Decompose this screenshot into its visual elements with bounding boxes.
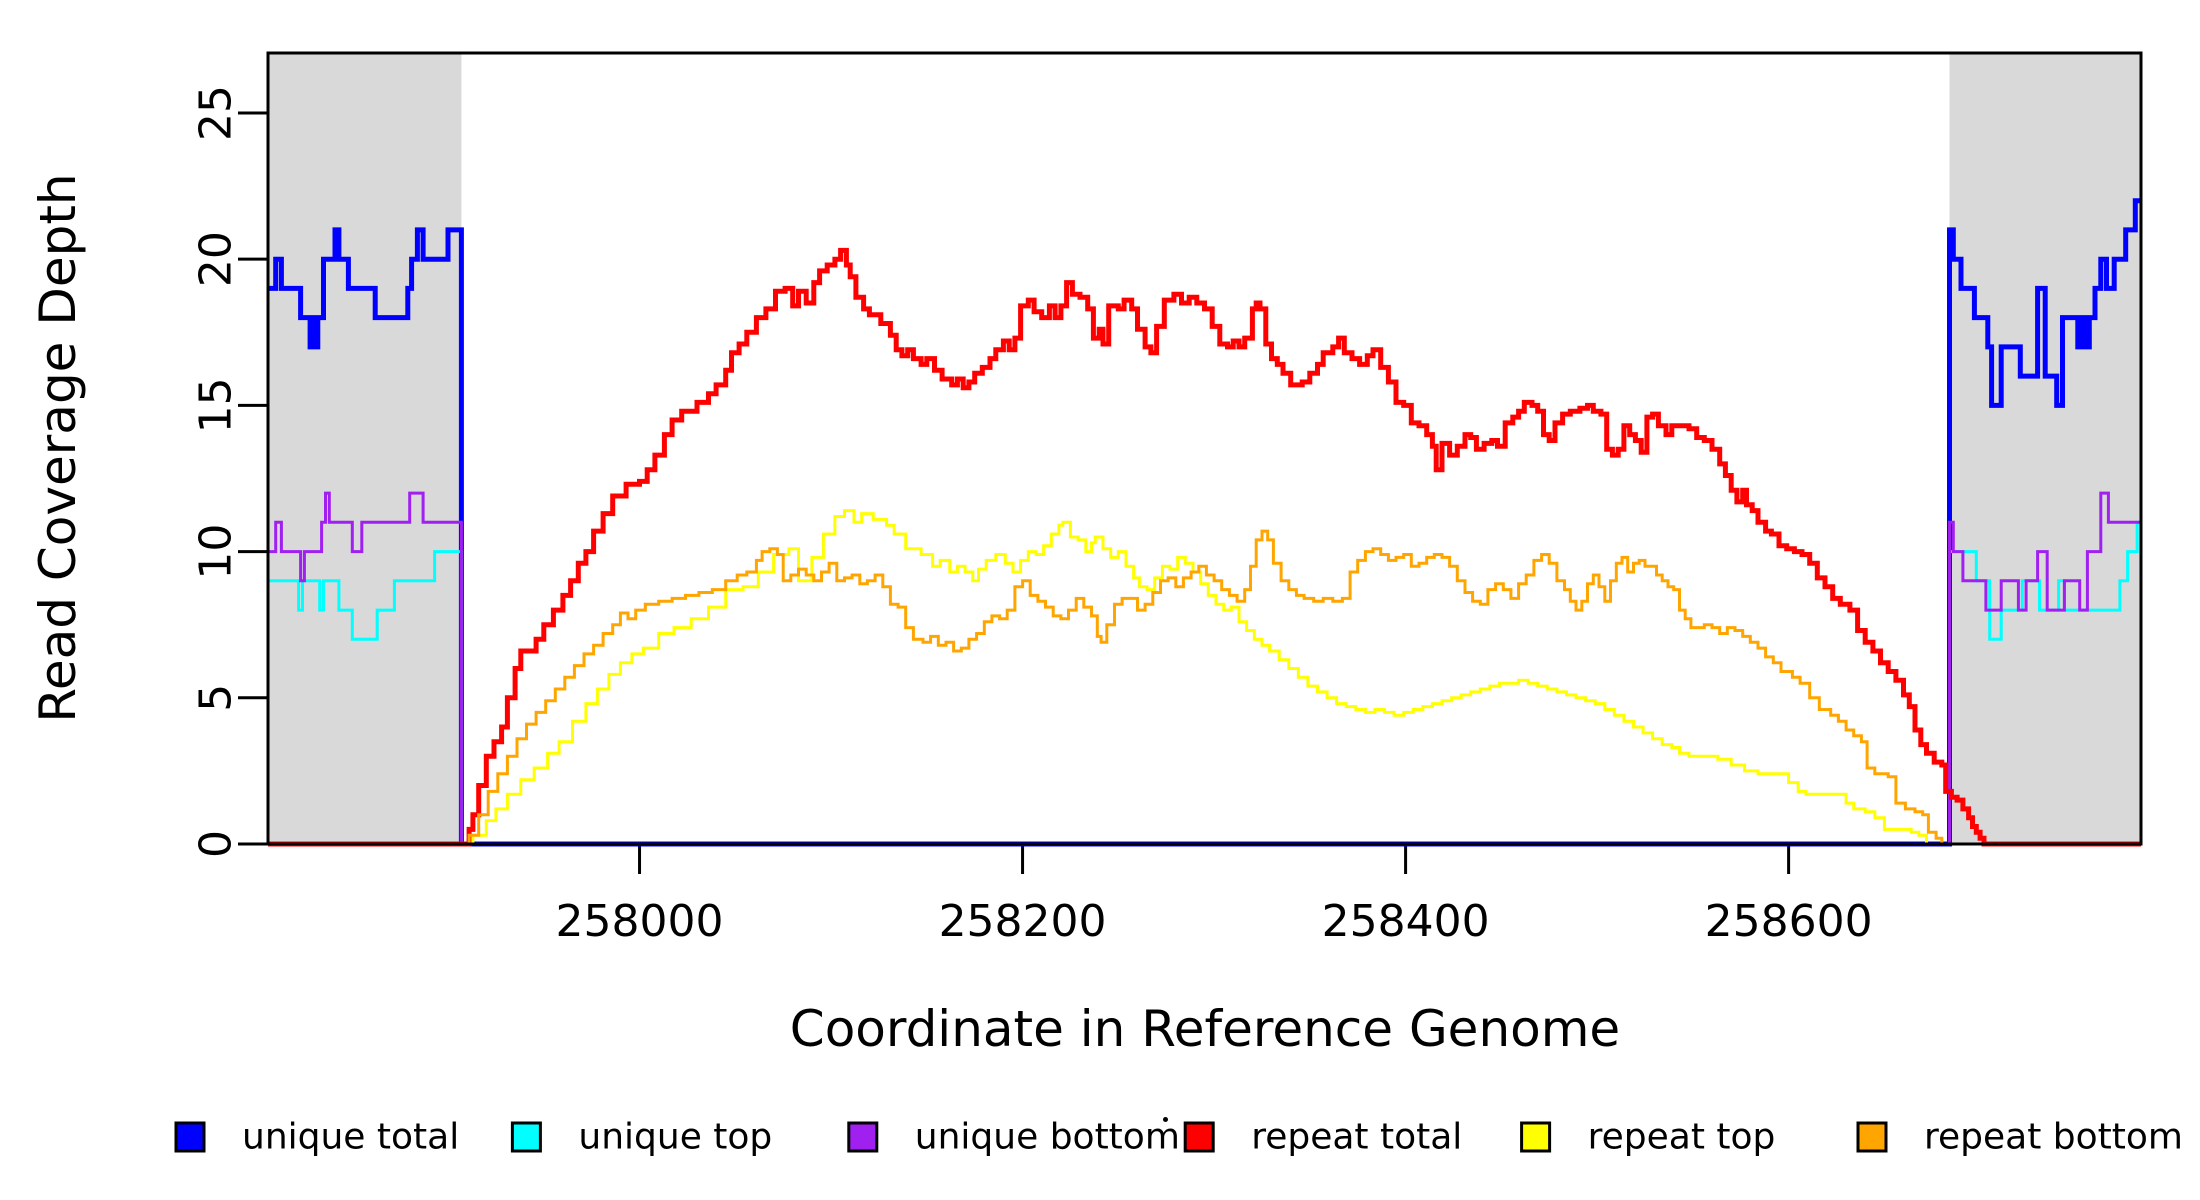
y-tick-label: 0 [191, 830, 242, 858]
x-tick-label: 258200 [939, 896, 1107, 947]
y-tick-label: 25 [191, 85, 242, 141]
data-series [268, 198, 2141, 847]
legend-label-unique-top: unique top [578, 1117, 772, 1158]
shaded-unique-regions [268, 53, 2141, 844]
legend-label-repeat-top: repeat top [1588, 1117, 1776, 1158]
plot-border [266, 51, 2143, 846]
legend-label-repeat-bottom: repeat bottom [1924, 1117, 2183, 1158]
legend-label-unique-total: unique total [242, 1117, 459, 1158]
series-unique-bottom-line [268, 491, 2141, 846]
shaded-region-1 [1949, 53, 2141, 844]
x-tick-label: 258600 [1705, 896, 1873, 947]
legend-swatch-unique-top [510, 1121, 542, 1153]
stray-dot-mark [1163, 1117, 1168, 1122]
shaded-region-0 [268, 53, 462, 844]
legend-swatch-repeat-bottom [1856, 1121, 1888, 1153]
legend-swatch-repeat-total [1183, 1121, 1215, 1153]
y-tick-label: 5 [191, 684, 242, 712]
y-tick-label: 20 [191, 231, 242, 287]
y-tick-label: 10 [191, 524, 242, 580]
legend-swatch-unique-bottom [847, 1121, 879, 1153]
y-tick-label: 15 [191, 377, 242, 433]
legend-label-unique-bottom: unique bottom [915, 1117, 1180, 1158]
x-tick-label: 258400 [1322, 896, 1490, 947]
series-unique-total-line [268, 198, 2141, 847]
legend-swatch-repeat-top [1520, 1121, 1552, 1153]
series-repeat-total-line [268, 247, 2141, 847]
x-tick-label: 258000 [556, 896, 724, 947]
series-unique-top-line [268, 520, 2141, 846]
legend-label-repeat-total: repeat total [1251, 1117, 1462, 1158]
legend: unique total unique top unique bottom repea… [174, 1117, 2183, 1158]
x-axis-title: Coordinate in Reference Genome [790, 1000, 1620, 1058]
axes: 258000 258200 258400 258600 0 5 10 15 20 25 [191, 85, 1873, 947]
legend-swatch-unique-total [174, 1121, 206, 1153]
y-axis-title: Read Coverage Depth [29, 173, 87, 722]
series-repeat-top-line [268, 509, 2141, 846]
series-repeat-bottom-line [268, 529, 2141, 846]
